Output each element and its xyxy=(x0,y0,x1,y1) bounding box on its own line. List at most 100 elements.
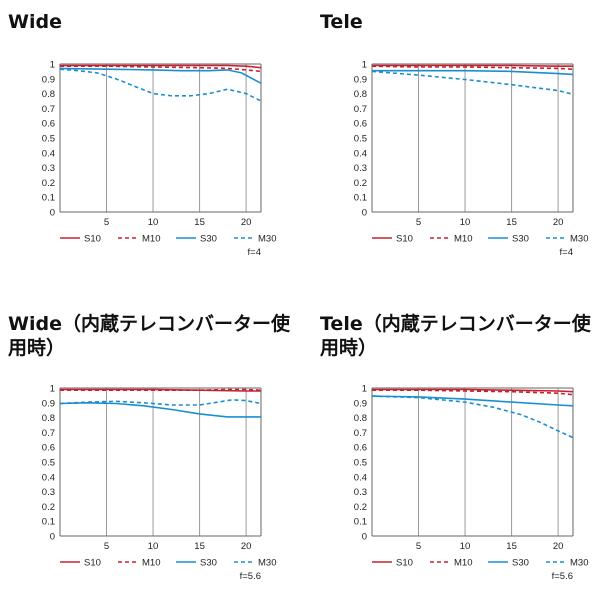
chart-panel-tele-teleconverter: Tele（内蔵テレコンバーター使用時） 0 0.1 0.2 0.3 0.4 0.5 0.6 0… xyxy=(312,312,600,584)
chart-panel-wide-teleconverter: Wide（内蔵テレコンバーター使用時） 0 0.1 0.2 0.3 0.4 0.5 0.6 0… xyxy=(0,312,290,584)
y-tick-label: 1 xyxy=(50,384,55,395)
y-tick-label: 1 xyxy=(50,60,55,71)
y-tick-label: 0.3 xyxy=(42,163,55,174)
series-line-s10 xyxy=(372,64,573,68)
legend-label-s30: S30 xyxy=(200,234,217,245)
legend-label-s10: S10 xyxy=(396,558,413,569)
x-tick-label: 10 xyxy=(460,541,471,552)
y-tick-label: 0.6 xyxy=(42,119,55,130)
x-tick-label: 20 xyxy=(553,541,564,552)
legend-label-m10: M10 xyxy=(142,234,160,245)
y-tick-label: 0.4 xyxy=(354,472,367,483)
y-tick-label: 0.2 xyxy=(42,502,55,513)
legend-label-m10: M10 xyxy=(454,234,472,245)
series-line-s30 xyxy=(372,69,574,76)
y-tick-label: 0.1 xyxy=(42,193,55,204)
chart-panel-wide: Wide 0 0.1 0.2 0.3 0.4 0.5 0.6 0.7 0.8 0.9 1 5 10 15 2… xyxy=(0,10,290,260)
x-tick-label: 5 xyxy=(104,541,109,552)
legend-label-s30: S30 xyxy=(512,558,529,569)
y-tick-label: 0.4 xyxy=(42,148,55,159)
series-line-m30 xyxy=(59,68,262,102)
y-tick-label: 0.2 xyxy=(354,178,367,189)
x-tick-label: 10 xyxy=(148,217,159,228)
x-tick-label: 15 xyxy=(506,217,517,228)
aperture-label: f=4 xyxy=(560,247,573,258)
legend-label-m30: M30 xyxy=(570,558,588,569)
legend-label-s10: S10 xyxy=(84,558,101,569)
y-tick-label: 0.9 xyxy=(42,74,55,85)
x-tick-label: 10 xyxy=(148,541,159,552)
y-tick-label: 0.7 xyxy=(42,104,55,115)
chart-title: Wide（内蔵テレコンバーター使用時） xyxy=(8,313,290,359)
series-line-m10 xyxy=(372,389,574,396)
legend-label-m10: M10 xyxy=(142,558,160,569)
legend-label-m30: M30 xyxy=(570,234,588,245)
series-line-m10 xyxy=(371,65,574,70)
aperture-label: f=5.6 xyxy=(552,571,573,582)
legend-label-s30: S30 xyxy=(200,558,217,569)
y-tick-label: 0.3 xyxy=(354,163,367,174)
x-tick-label: 15 xyxy=(194,217,205,228)
legend-label-s10: S10 xyxy=(396,234,413,245)
x-tick-label: 20 xyxy=(241,217,252,228)
series-line-m30 xyxy=(371,395,574,439)
chart-title: Wide xyxy=(8,11,62,33)
y-tick-label: 0.8 xyxy=(42,413,55,424)
y-tick-label: 0 xyxy=(362,532,367,543)
y-tick-label: 0.2 xyxy=(354,502,367,513)
y-tick-label: 0.8 xyxy=(42,89,55,100)
y-tick-label: 0 xyxy=(362,208,367,219)
series-line-m10 xyxy=(60,388,262,391)
y-tick-label: 0.8 xyxy=(354,89,367,100)
y-tick-label: 0.3 xyxy=(354,487,367,498)
series-line-s10 xyxy=(60,64,262,69)
y-tick-label: 0.6 xyxy=(354,443,367,454)
y-tick-label: 0.1 xyxy=(354,193,367,204)
y-tick-label: 0.1 xyxy=(42,517,55,528)
y-tick-label: 0.7 xyxy=(354,104,367,115)
legend-label-m10: M10 xyxy=(454,558,472,569)
legend-label-s30: S30 xyxy=(512,234,529,245)
x-tick-label: 20 xyxy=(241,541,252,552)
y-tick-label: 0.2 xyxy=(42,178,55,189)
x-tick-label: 10 xyxy=(460,217,471,228)
y-tick-label: 0.7 xyxy=(354,428,367,439)
aperture-label: f=4 xyxy=(248,247,261,258)
y-tick-label: 0.9 xyxy=(354,398,367,409)
chart-title: Tele（内蔵テレコンバーター使用時） xyxy=(320,313,591,359)
x-tick-label: 20 xyxy=(553,217,564,228)
legend-label-m30: M30 xyxy=(258,234,276,245)
y-tick-label: 0.6 xyxy=(42,443,55,454)
y-tick-label: 0.7 xyxy=(42,428,55,439)
y-tick-label: 0.5 xyxy=(354,134,367,145)
y-tick-label: 0.8 xyxy=(354,413,367,424)
y-tick-label: 0.5 xyxy=(42,458,55,469)
y-tick-label: 1 xyxy=(362,60,367,71)
y-tick-label: 0.5 xyxy=(42,134,55,145)
x-tick-label: 5 xyxy=(416,541,421,552)
x-tick-label: 5 xyxy=(104,217,109,228)
series-line-s30 xyxy=(59,67,262,84)
y-tick-label: 0.4 xyxy=(354,148,367,159)
series-line-m30 xyxy=(371,70,574,96)
series-line-m30 xyxy=(59,399,262,406)
y-tick-label: 0 xyxy=(50,208,55,219)
chart-panel-tele: Tele 0 0.1 0.2 0.3 0.4 0.5 0.6 0.7 0.8 0.9 1 5 10 15 2… xyxy=(312,10,600,260)
y-tick-label: 0.6 xyxy=(354,119,367,130)
y-tick-label: 0.5 xyxy=(354,458,367,469)
y-tick-label: 0.9 xyxy=(354,74,367,85)
y-tick-label: 1 xyxy=(362,384,367,395)
y-tick-label: 0 xyxy=(50,532,55,543)
aperture-label: f=5.6 xyxy=(240,571,261,582)
legend-label-m30: M30 xyxy=(258,558,276,569)
x-tick-label: 15 xyxy=(194,541,205,552)
y-tick-label: 0.4 xyxy=(42,472,55,483)
legend-label-s10: S10 xyxy=(84,234,101,245)
x-tick-label: 5 xyxy=(416,217,421,228)
series-line-s30 xyxy=(59,402,261,418)
chart-title: Tele xyxy=(320,11,363,33)
